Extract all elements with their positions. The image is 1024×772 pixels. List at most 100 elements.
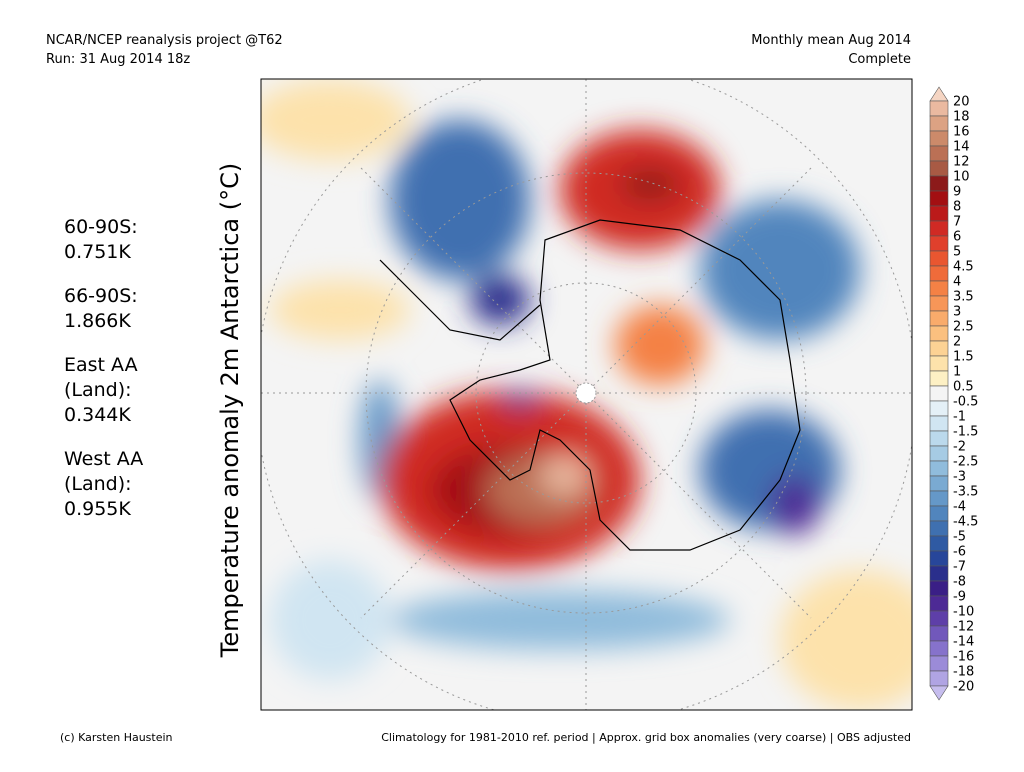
colorbar-swatch [929,370,949,387]
colorbar-swatch [929,595,949,612]
colorbar-swatch [929,640,949,657]
colorbar-label: -4 [953,500,966,515]
colorbar-swatch [929,130,949,147]
colorbar-label: 2 [953,335,961,350]
footer-right: Climatology for 1981-2010 ref. period | … [381,731,911,744]
colorbar-swatch [929,160,949,177]
stats: 60-90S: 0.751K 66-90S: 1.866K East AA (Land):… [64,216,143,520]
colorbar-swatch [929,115,949,132]
colorbar: 201816141210987654.543.532.521.510.5-0.5… [929,86,978,701]
colorbar-label: 10 [953,170,970,185]
colorbar-swatch [929,475,949,492]
colorbar-label: -5 [953,530,966,545]
colorbar-swatch [929,340,949,357]
stat-line: 0.751K [64,241,131,263]
colorbar-swatch [929,505,949,522]
colorbar-label: -2.5 [953,455,978,470]
header-left: NCAR/NCEP reanalysis project @T62 [46,33,283,48]
colorbar-label: 3.5 [953,290,974,305]
colorbar-label: -2 [953,440,966,455]
colorbar-label: 1.5 [953,350,974,365]
colorbar-label: 7 [953,215,961,230]
colorbar-swatch [929,610,949,627]
colorbar-label: 4 [953,275,961,290]
colorbar-label: 4.5 [953,260,974,275]
stat-line: 0.344K [64,404,131,426]
colorbar-swatch [929,310,949,327]
header-left: Run: 31 Aug 2014 18z [46,52,190,67]
colorbar-swatch [929,520,949,537]
colorbar-swatch [929,190,949,207]
header-right: Complete [848,52,911,67]
colorbar-swatch [929,280,949,297]
colorbar-label: -12 [953,620,974,635]
colorbar-label: -20 [953,680,974,695]
colorbar-label: -1.5 [953,425,978,440]
colorbar-label: -8 [953,575,966,590]
map-title: Temperature anomaly 2m Antarctica (°C) [216,163,244,659]
colorbar-label: 14 [953,140,970,155]
colorbar-label: 20 [953,95,970,110]
colorbar-label: 3 [953,305,961,320]
header-right: Monthly mean Aug 2014 [751,33,911,48]
footer-left: (c) Karsten Haustein [60,731,173,744]
colorbar-swatch [929,565,949,582]
stat-line: 60-90S: [64,216,138,238]
stat-line: East AA [64,354,138,376]
colorbar-cap [929,86,949,102]
colorbar-label: -10 [953,605,974,620]
colorbar-swatch [929,325,949,342]
colorbar-swatch [929,445,949,462]
colorbar-label: -3 [953,470,966,485]
colorbar-label: -7 [953,560,966,575]
colorbar-swatch [929,460,949,477]
colorbar-label: 5 [953,245,961,260]
colorbar-label: 0.5 [953,380,974,395]
colorbar-label: 8 [953,200,961,215]
colorbar-label: 12 [953,155,970,170]
colorbar-label: -6 [953,545,966,560]
colorbar-label: -4.5 [953,515,978,530]
colorbar-label: 18 [953,110,970,125]
stat-line: 66-90S: [64,285,138,307]
stat-line: 1.866K [64,310,131,332]
colorbar-label: -3.5 [953,485,978,500]
colorbar-swatch [929,205,949,222]
colorbar-swatch [929,220,949,237]
colorbar-swatch [929,670,949,687]
stat-line: West AA [64,448,143,470]
colorbar-swatch [929,430,949,447]
colorbar-swatch [929,625,949,642]
colorbar-label: -9 [953,590,966,605]
map-frame [260,78,913,711]
colorbar-label: -1 [953,410,966,425]
colorbar-label: -18 [953,665,974,680]
colorbar-swatch [929,580,949,597]
colorbar-label: 9 [953,185,961,200]
colorbar-swatch [929,550,949,567]
colorbar-swatch [929,175,949,192]
stat-line: (Land): [64,379,132,401]
colorbar-swatch [929,385,949,402]
colorbar-cap [929,685,949,701]
colorbar-label: 6 [953,230,961,245]
colorbar-swatch [929,295,949,312]
colorbar-label: -16 [953,650,974,665]
colorbar-label: 16 [953,125,970,140]
colorbar-swatch [929,400,949,417]
colorbar-swatch [929,535,949,552]
stat-line: (Land): [64,473,132,495]
map [261,79,912,710]
colorbar-swatch [929,415,949,432]
colorbar-label: 1 [953,365,961,380]
colorbar-label: -0.5 [953,395,978,410]
colorbar-swatch [929,145,949,162]
stat-line: 0.955K [64,498,131,520]
colorbar-swatch [929,355,949,372]
colorbar-label: 2.5 [953,320,974,335]
colorbar-swatch [929,100,949,117]
colorbar-swatch [929,235,949,252]
colorbar-swatch [929,265,949,282]
colorbar-swatch [929,250,949,267]
